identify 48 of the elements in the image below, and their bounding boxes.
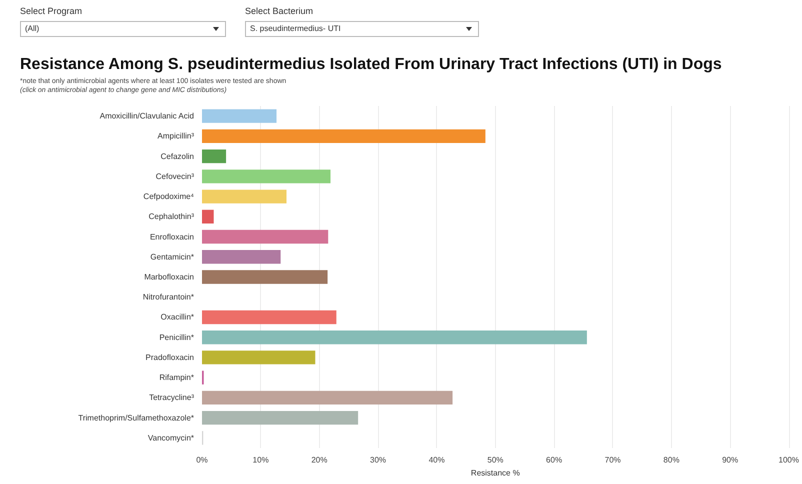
y-tick-label: Cephalothin³ <box>148 212 194 222</box>
x-tick-label: 0% <box>196 456 208 464</box>
x-tick-label: 10% <box>252 456 269 464</box>
bar <box>202 230 328 244</box>
y-tick-label: Nitrofurantoin* <box>142 292 194 302</box>
bar <box>202 170 331 184</box>
chart-title: Resistance Among S. pseudintermedius Isolated From Urinary Tract Infections (UTI) in Dogs <box>20 56 722 74</box>
y-tick-label: Cefovecin³ <box>156 172 194 181</box>
x-tick-label: 80% <box>663 456 680 464</box>
y-tick-label: Vancomycin* <box>148 433 194 442</box>
bar <box>202 149 226 164</box>
y-tick-label: Tetracycline³ <box>149 393 194 402</box>
bar <box>202 129 486 144</box>
bar <box>202 250 281 264</box>
bar <box>202 350 316 364</box>
y-tick-label: Cefpodoxime⁴ <box>143 192 195 202</box>
y-tick-label: Enrofloxacin <box>150 232 194 242</box>
x-tick-label: 50% <box>487 456 504 464</box>
bar <box>202 270 328 284</box>
bar <box>202 109 277 123</box>
bar <box>202 330 587 344</box>
x-tick-label: 40% <box>428 456 445 464</box>
y-tick-label: Cefazolin <box>160 152 194 161</box>
bar <box>202 310 336 324</box>
dropdown: S. pseudintermedius- UTI <box>245 21 479 37</box>
y-tick-label: Penicillin* <box>159 332 194 342</box>
x-tick-label: 60% <box>546 456 562 464</box>
x-tick-label: 30% <box>370 456 386 464</box>
bar <box>202 210 214 224</box>
y-tick-label: Oxacillin* <box>160 312 194 322</box>
x-tick-label: 100% <box>778 456 800 464</box>
text: Select Bacterium <box>245 6 314 16</box>
bar <box>202 410 358 425</box>
x-tick-label: 70% <box>604 456 621 464</box>
y-tick-label: Amoxicillin/Clavulanic Acid <box>100 112 194 121</box>
bar <box>202 190 286 204</box>
dropdown: (All) <box>20 21 226 37</box>
y-tick-label: Trimethoprim/Sulfamethoxazole* <box>78 413 194 422</box>
text: Select Program <box>20 6 82 16</box>
y-tick-label: Ampicillin³ <box>158 132 194 141</box>
y-tick-label: Marbofloxacin <box>144 272 194 282</box>
y-tick-label: Pradofloxacin <box>146 352 194 362</box>
x-axis-title: Resistance % <box>470 468 520 478</box>
x-tick-label: 90% <box>722 456 738 464</box>
y-tick-label: Rifampin* <box>159 373 194 382</box>
y-tick-label: Gentamicin* <box>150 252 194 262</box>
x-tick-label: 20% <box>311 456 328 464</box>
bar <box>202 390 453 405</box>
